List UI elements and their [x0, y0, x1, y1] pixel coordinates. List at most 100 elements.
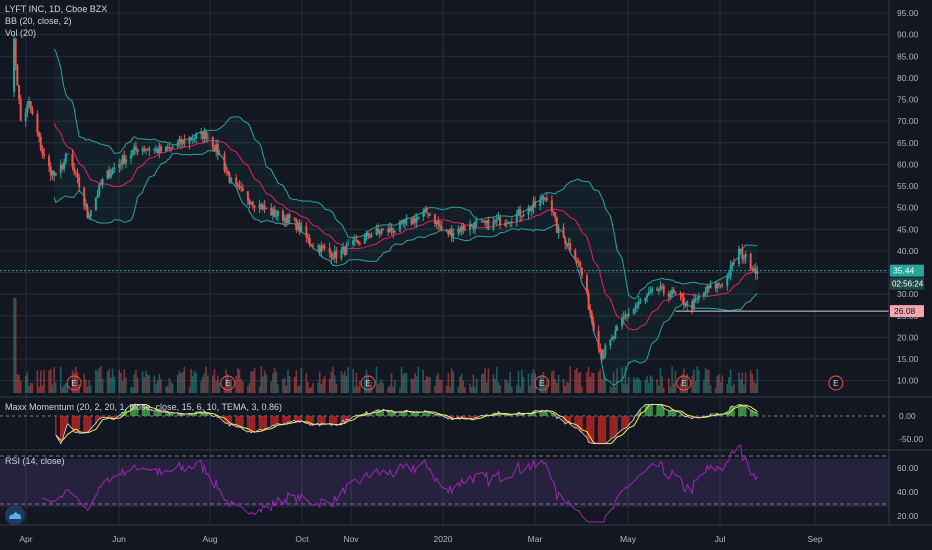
candle-body[interactable] [342, 246, 345, 250]
candle-body[interactable] [170, 147, 173, 149]
candle-body[interactable] [599, 348, 602, 350]
candle-body[interactable] [644, 297, 647, 302]
symbol-legend[interactable]: LYFT INC, 1D, Cboe BZX [5, 4, 108, 14]
candle-body[interactable] [49, 166, 52, 176]
candle-body[interactable] [353, 239, 356, 241]
candle-body[interactable] [609, 339, 612, 346]
candle-body[interactable] [460, 225, 463, 232]
candle-body[interactable] [480, 220, 483, 222]
earnings-marker-icon[interactable] [534, 375, 550, 391]
candle-body[interactable] [732, 262, 735, 264]
candle-body[interactable] [288, 214, 291, 218]
candle-body[interactable] [532, 201, 535, 209]
candle-body[interactable] [29, 101, 32, 110]
candle-body[interactable] [587, 292, 590, 310]
candle-body[interactable] [136, 149, 139, 152]
candle-body[interactable] [129, 155, 132, 159]
candle-body[interactable] [183, 139, 186, 144]
candle-body[interactable] [253, 205, 256, 208]
candle-body[interactable] [203, 131, 206, 140]
candle-body[interactable] [417, 216, 420, 219]
candle-body[interactable] [742, 258, 745, 260]
candle-body[interactable] [261, 205, 264, 210]
candle-body[interactable] [504, 222, 507, 226]
candle-body[interactable] [697, 296, 700, 299]
candle-body[interactable] [156, 148, 159, 154]
candle-body[interactable] [741, 248, 744, 259]
candle-body[interactable] [286, 214, 289, 224]
candle-body[interactable] [241, 188, 244, 192]
candle-body[interactable] [165, 146, 168, 152]
candle-body[interactable] [123, 155, 126, 164]
candle-body[interactable] [190, 137, 193, 140]
candle-body[interactable] [195, 133, 198, 139]
candle-body[interactable] [527, 207, 530, 215]
candle-body[interactable] [181, 139, 184, 144]
candle-body[interactable] [636, 304, 639, 308]
candle-body[interactable] [250, 202, 253, 205]
candle-body[interactable] [48, 156, 51, 167]
candle-body[interactable] [118, 164, 121, 168]
candle-body[interactable] [555, 217, 558, 233]
candle-body[interactable] [600, 349, 603, 359]
candle-body[interactable] [519, 209, 522, 217]
candle-body[interactable] [602, 354, 605, 359]
candle-body[interactable] [206, 137, 209, 139]
candle-body[interactable] [707, 285, 710, 289]
candle-body[interactable] [684, 304, 687, 306]
candle-body[interactable] [667, 293, 670, 298]
candle-body[interactable] [298, 222, 301, 233]
candle-body[interactable] [296, 222, 299, 230]
candle-body[interactable] [428, 214, 431, 216]
candle-body[interactable] [236, 184, 239, 186]
candle-body[interactable] [53, 171, 56, 176]
candle-body[interactable] [627, 313, 630, 316]
candle-body[interactable] [585, 275, 588, 293]
candle-body[interactable] [160, 146, 163, 152]
candle-body[interactable] [510, 221, 513, 223]
candle-body[interactable] [470, 223, 473, 226]
candle-body[interactable] [322, 245, 325, 248]
candlesticks[interactable] [13, 34, 759, 363]
candle-body[interactable] [554, 212, 557, 218]
candle-body[interactable] [352, 240, 355, 245]
candle-body[interactable] [166, 146, 169, 149]
momentum-legend[interactable]: Maxx Momentum (20, 2, 20, 1, close, clos… [5, 402, 282, 412]
candle-body[interactable] [539, 199, 542, 206]
candle-body[interactable] [263, 205, 266, 209]
candle-body[interactable] [51, 171, 54, 176]
candle-body[interactable] [98, 184, 101, 196]
candle-body[interactable] [201, 131, 204, 140]
candle-body[interactable] [24, 112, 27, 121]
candle-body[interactable] [639, 301, 642, 303]
candle-body[interactable] [213, 147, 216, 151]
candle-body[interactable] [323, 247, 326, 249]
candle-body[interactable] [474, 222, 477, 230]
candle-body[interactable] [616, 326, 619, 331]
candle-body[interactable] [423, 209, 426, 212]
candle-body[interactable] [589, 309, 592, 314]
candle-body[interactable] [534, 201, 537, 206]
candle-body[interactable] [682, 297, 685, 305]
candle-body[interactable] [674, 291, 677, 293]
tradingview-logo-icon[interactable] [5, 505, 25, 525]
candle-body[interactable] [240, 187, 243, 189]
candle-body[interactable] [393, 231, 396, 233]
candle-body[interactable] [754, 268, 757, 274]
candle-body[interactable] [223, 153, 226, 171]
candle-body[interactable] [716, 283, 719, 289]
candle-body[interactable] [38, 132, 41, 137]
candle-body[interactable] [530, 208, 533, 212]
candle-body[interactable] [717, 283, 720, 285]
candle-body[interactable] [756, 270, 759, 274]
candle-body[interactable] [305, 226, 308, 238]
candle-body[interactable] [281, 210, 284, 221]
candle-body[interactable] [307, 237, 310, 239]
candle-body[interactable] [153, 149, 156, 151]
candle-body[interactable] [343, 246, 346, 255]
candle-body[interactable] [19, 99, 22, 121]
candle-body[interactable] [398, 221, 401, 232]
candle-body[interactable] [752, 268, 755, 270]
candle-body[interactable] [485, 220, 488, 224]
candle-body[interactable] [702, 292, 705, 297]
